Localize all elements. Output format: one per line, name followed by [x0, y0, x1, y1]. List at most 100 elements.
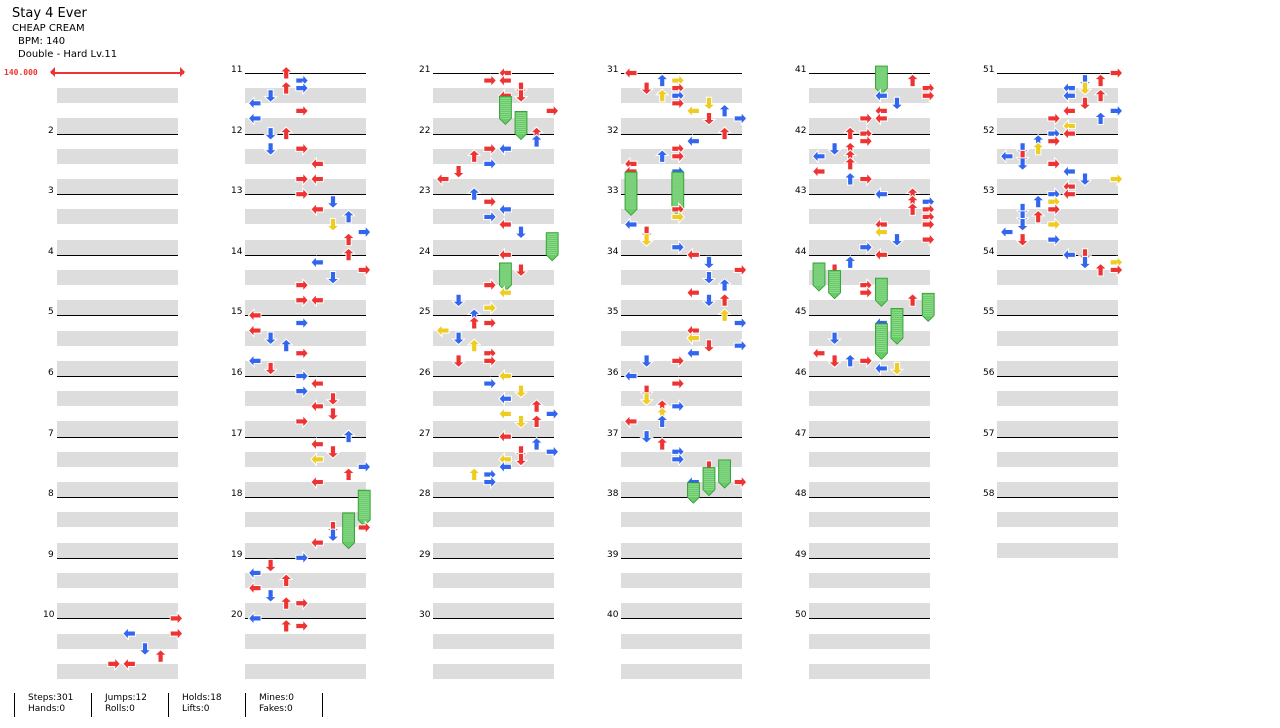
up-arrow-icon: [1093, 262, 1108, 277]
up-arrow-icon: [278, 65, 294, 80]
down-arrow-icon: [325, 195, 341, 209]
left-arrow-icon: [1062, 118, 1076, 134]
stat-hands: Hands:0: [28, 704, 66, 714]
song-bpm: BPM: 140: [18, 36, 66, 47]
measure-line: [57, 376, 178, 377]
measure-line: [433, 618, 554, 620]
beat-band: [433, 663, 554, 679]
up-arrow-icon: [717, 126, 732, 141]
beat-band: [57, 451, 178, 467]
measure-number: 17: [231, 428, 243, 439]
up-arrow-icon: [717, 103, 732, 118]
measure-number: 19: [231, 549, 243, 560]
left-arrow-icon: [310, 202, 324, 217]
right-arrow-icon: [671, 88, 685, 104]
down-arrow-icon: [325, 271, 341, 285]
hold-note-icon: [671, 171, 685, 216]
beat-band: [245, 239, 366, 255]
left-arrow-icon: [686, 247, 700, 263]
measure-number: 46: [795, 368, 807, 378]
left-arrow-icon: [1062, 186, 1076, 202]
measure-number: 16: [231, 368, 243, 378]
left-arrow-icon: [999, 149, 1014, 164]
down-arrow-icon: [263, 589, 278, 603]
right-arrow-icon: [733, 474, 748, 490]
right-arrow-icon: [295, 103, 309, 119]
measure-number: 57: [983, 428, 995, 439]
right-arrow-icon: [1047, 202, 1061, 217]
measure-number: 56: [983, 368, 995, 378]
down-arrow-icon: [451, 293, 466, 308]
left-arrow-icon: [122, 656, 136, 672]
left-arrow-icon: [247, 323, 262, 338]
right-arrow-icon: [357, 262, 372, 278]
measure-line: [809, 618, 930, 620]
up-arrow-icon: [717, 293, 732, 307]
beat-band: [57, 330, 178, 346]
measure-number: 48: [795, 489, 807, 500]
up-arrow-icon: [278, 338, 294, 353]
up-arrow-icon: [466, 315, 482, 330]
left-arrow-icon: [498, 459, 512, 475]
beat-band: [245, 542, 366, 558]
chart-difficulty: Double - Hard Lv.11: [18, 49, 118, 60]
right-arrow-icon: [671, 399, 685, 414]
right-arrow-icon: [295, 618, 309, 634]
beat-band: [57, 209, 178, 225]
measure-line: [57, 497, 178, 499]
right-arrow-icon: [483, 345, 497, 361]
left-arrow-icon: [247, 353, 262, 369]
down-arrow-icon: [451, 354, 466, 369]
right-arrow-icon: [545, 406, 560, 422]
measure-line: [997, 497, 1118, 499]
measure-column: 51 52 53 54 55 56 57 58: [940, 0, 1130, 690]
right-arrow-icon: [671, 73, 685, 88]
beat-band: [997, 451, 1118, 467]
measure-line: [433, 557, 554, 559]
left-arrow-icon: [498, 368, 512, 384]
down-arrow-icon: [137, 642, 153, 656]
right-arrow-icon: [859, 239, 873, 255]
measure-column: 41 42 43 44 45 46 47 48 49 50: [752, 0, 942, 690]
right-arrow-icon: [671, 149, 685, 164]
up-arrow-icon: [341, 429, 356, 444]
down-arrow-icon: [889, 233, 905, 247]
down-arrow-icon: [1077, 172, 1093, 187]
left-arrow-icon: [310, 399, 324, 414]
down-arrow-icon: [1015, 157, 1030, 172]
beat-band: [245, 88, 366, 104]
down-arrow-icon: [325, 407, 341, 422]
up-arrow-icon: [654, 88, 670, 103]
beat-band: [433, 542, 554, 558]
up-arrow-icon: [842, 255, 858, 269]
right-arrow-icon: [921, 232, 936, 247]
left-arrow-icon: [498, 285, 512, 300]
left-arrow-icon: [247, 580, 262, 596]
right-arrow-icon: [1047, 217, 1061, 232]
right-arrow-icon: [483, 300, 497, 316]
measure-line: [57, 557, 178, 559]
up-arrow-icon: [278, 596, 294, 610]
right-arrow-icon: [733, 111, 748, 126]
right-arrow-icon: [859, 171, 873, 187]
down-arrow-icon: [451, 164, 466, 179]
left-arrow-icon: [310, 292, 324, 308]
right-arrow-icon: [1047, 232, 1061, 247]
left-arrow-icon: [686, 323, 700, 338]
right-arrow-icon: [1109, 171, 1124, 187]
bpm-change-line: [51, 72, 184, 74]
left-arrow-icon: [498, 406, 512, 422]
right-arrow-icon: [295, 277, 309, 293]
left-arrow-icon: [1062, 247, 1076, 263]
up-arrow-icon: [1030, 194, 1046, 209]
hold-note-icon: [499, 95, 512, 126]
up-arrow-icon: [717, 308, 732, 322]
down-arrow-icon: [1077, 96, 1093, 111]
measure-column: 11 12 13 14 15 16 17 18 19 20: [188, 0, 378, 690]
right-arrow-icon: [859, 285, 873, 300]
left-arrow-icon: [247, 611, 262, 626]
hold-note-icon: [718, 459, 731, 489]
down-arrow-icon: [263, 361, 278, 376]
hold-note-icon: [499, 262, 512, 292]
left-arrow-icon: [874, 247, 888, 263]
